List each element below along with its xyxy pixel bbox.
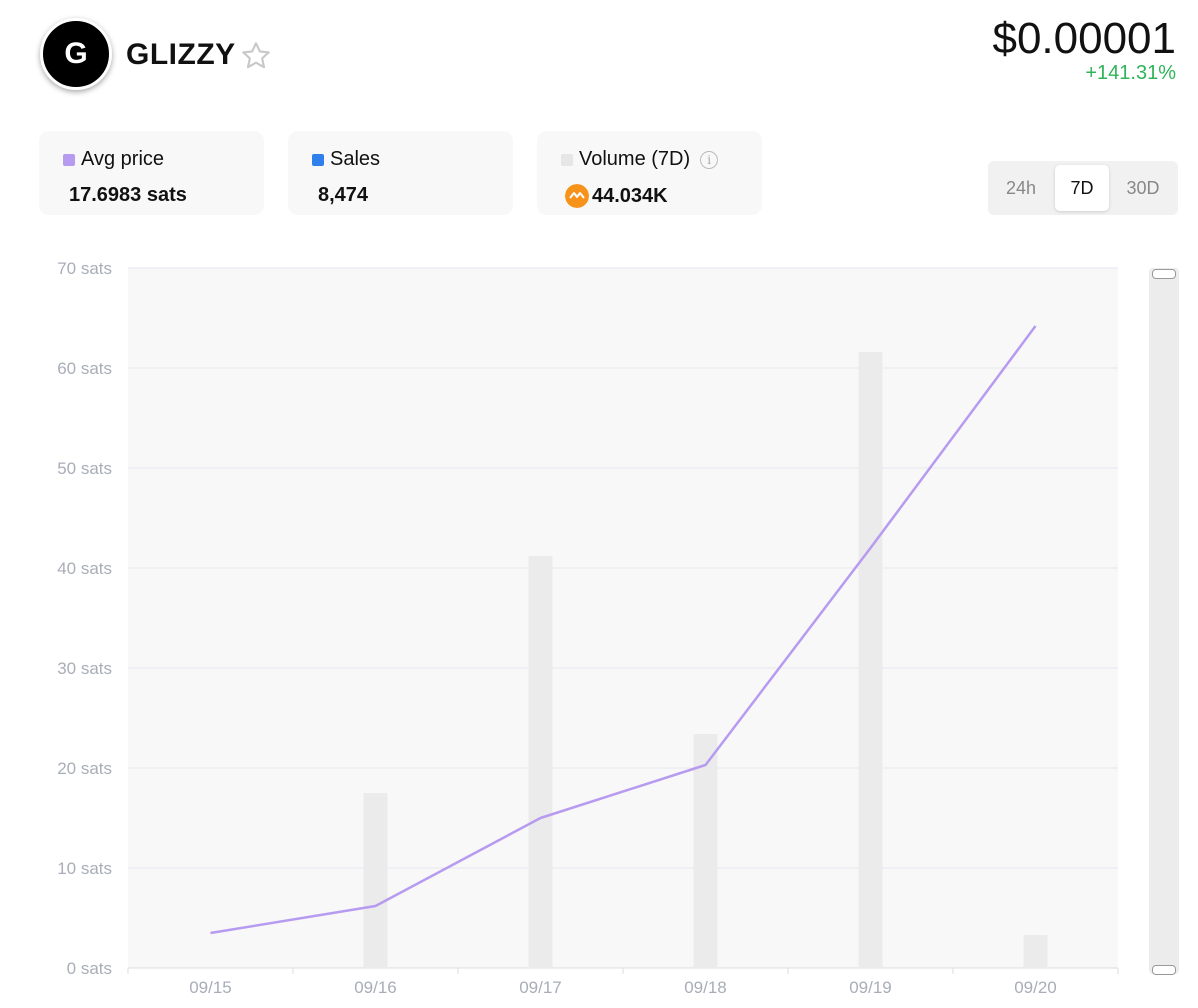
info-icon[interactable]: i [700, 150, 719, 169]
logo-letter: G [64, 37, 88, 70]
avg-price-value: 17.6983 sats [69, 184, 187, 206]
volume-bar [1023, 935, 1048, 968]
y-tick-label: 50 sats [57, 459, 112, 478]
sales-label: Sales [330, 148, 381, 170]
y-tick-label: 20 sats [57, 759, 112, 778]
y-tick-label: 70 sats [57, 259, 112, 278]
y-tick-label: 10 sats [57, 859, 112, 878]
volume-swatch [561, 153, 573, 166]
sales-swatch [312, 153, 324, 166]
timeframe-toggle: 24h 7D 30D [988, 161, 1178, 215]
coin-icon [565, 184, 589, 208]
y-tick-label: 60 sats [57, 359, 112, 378]
volume-bar [528, 556, 553, 968]
collection-logo: G [40, 18, 112, 90]
x-tick-label: 09/16 [354, 978, 397, 997]
volume-bar [693, 734, 718, 968]
x-tick-label: 09/19 [849, 978, 892, 997]
avg-price-label: Avg price [81, 148, 165, 170]
current-price: $0.00001 [992, 14, 1176, 63]
price-chart: 0 sats 10 sats 20 sats 30 sats 40 sats 50 sat… [57, 259, 1119, 997]
sales-value: 8,474 [318, 184, 369, 206]
y-tick-label: 40 sats [57, 559, 112, 578]
timeframe-24h[interactable]: 24h [1005, 177, 1037, 198]
volume-bar [363, 793, 388, 968]
volume-value: 44.034K [592, 184, 668, 207]
x-tick-label: 09/18 [684, 978, 727, 997]
stat-volume: Volume (7D) i 44.034K [537, 131, 762, 215]
volume-bar [858, 352, 883, 968]
y-tick-label: 0 sats [67, 959, 112, 978]
volume-label: Volume (7D) [579, 148, 691, 170]
x-tick-label: 09/15 [189, 978, 232, 997]
slider-handle-bottom[interactable] [1152, 965, 1176, 975]
chart-zoom-slider[interactable] [1149, 268, 1179, 974]
price-change: +141.31% [1085, 62, 1176, 84]
timeframe-7d[interactable]: 7D [1055, 165, 1109, 211]
favorite-star-icon[interactable] [240, 40, 272, 72]
plot-area [128, 268, 1118, 968]
slider-handle-top[interactable] [1152, 269, 1176, 279]
collection-title: GLIZZY [126, 38, 236, 71]
timeframe-30d[interactable]: 30D [1126, 177, 1160, 198]
x-tick-label: 09/20 [1014, 978, 1057, 997]
avg-price-swatch [63, 153, 75, 166]
stat-sales: Sales 8,474 [288, 131, 513, 215]
stat-avg-price: Avg price 17.6983 sats [39, 131, 264, 215]
avg-price-line [210, 325, 1037, 935]
x-tick-label: 09/17 [519, 978, 562, 997]
y-tick-label: 30 sats [57, 659, 112, 678]
